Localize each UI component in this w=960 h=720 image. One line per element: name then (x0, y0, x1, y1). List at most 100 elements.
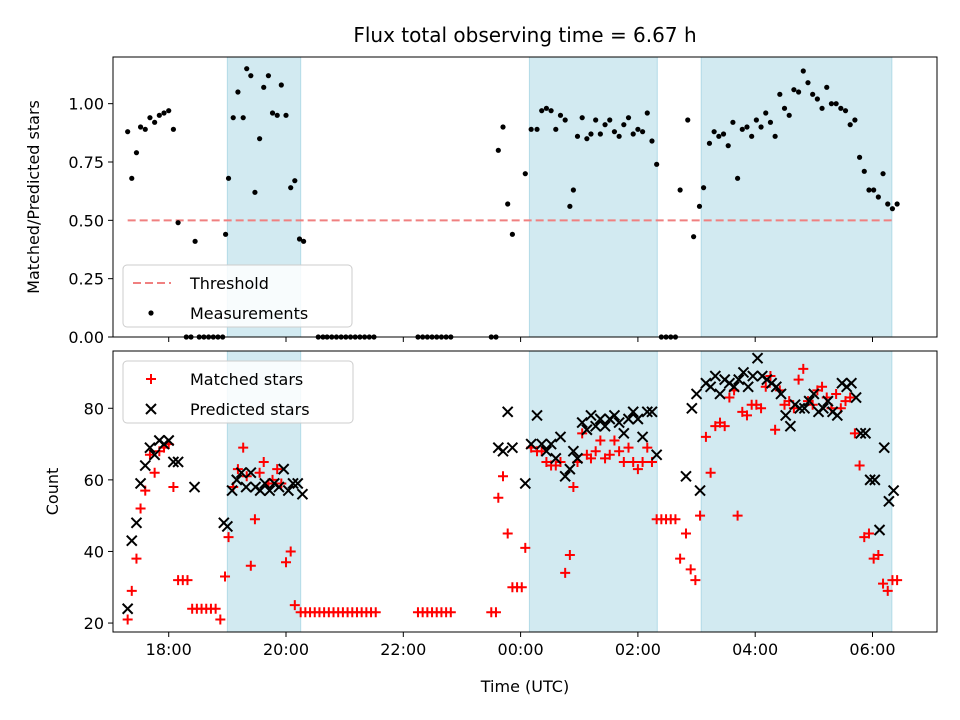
predicted-star-point (714, 388, 726, 400)
bottom-panel: 18:00 20:00 22:00 00:00 02:00 04:00 06:00 20 40 6… (43, 350, 938, 696)
matched-star-point (516, 582, 527, 593)
legend-box (122, 360, 354, 424)
matched-star-point (502, 528, 513, 539)
predicted-star-point (525, 438, 537, 450)
measurement-point (248, 73, 254, 79)
predicted-star-point (613, 416, 625, 429)
predicted-star-point (121, 603, 134, 615)
measurement-point (269, 110, 276, 116)
measurement-point (880, 171, 886, 177)
measurement-point (539, 108, 545, 114)
predicted-star-point (636, 431, 649, 443)
measurement-point (758, 124, 764, 130)
matched-star-point (520, 542, 531, 553)
matched-star-point (623, 442, 634, 453)
measurement-point (278, 82, 284, 88)
matched-star-point (135, 503, 146, 514)
measurement-point (677, 187, 683, 193)
matched-star-point (245, 560, 256, 571)
matched-star-point (849, 428, 860, 439)
measurement-point (133, 150, 140, 156)
measurement-point (509, 231, 515, 237)
measurement-point (192, 238, 198, 244)
predicted-star-point (259, 477, 271, 490)
predicted-star-point (859, 427, 872, 440)
y-tick-label: 0.00 (68, 328, 104, 347)
plot-area (121, 352, 903, 625)
predicted-star-point (878, 441, 890, 454)
matched-star-point (637, 456, 648, 467)
measurement-point (288, 185, 294, 191)
predicted-star-point (263, 484, 276, 497)
legend-box (122, 264, 353, 328)
measurement-point (828, 101, 835, 107)
predicted-star-point (704, 381, 717, 393)
measurement-point (644, 110, 650, 116)
measurement-point (734, 175, 741, 181)
shaded-span (528, 56, 658, 338)
predicted-star-point (567, 445, 580, 457)
predicted-star-point (221, 520, 234, 533)
y-axis-label: Count (43, 468, 62, 516)
matched-star-point (220, 571, 231, 582)
matched-star-point (680, 528, 691, 539)
predicted-star-point (163, 434, 175, 447)
predicted-star-point (686, 402, 698, 414)
predicted-star-point (728, 381, 740, 393)
matched-star-point (685, 564, 696, 575)
matched-star-point (590, 446, 601, 457)
predicted-star-point (618, 427, 630, 440)
shaded-span (528, 350, 658, 633)
predicted-star-point (798, 402, 811, 414)
predicted-star-point (144, 441, 156, 454)
measurement-point (744, 124, 750, 130)
measurement-point (170, 126, 177, 132)
predicted-star-point (751, 352, 764, 364)
axes-frame (112, 350, 938, 633)
measurement-point (548, 108, 554, 114)
x-tick-label: 22:00 (380, 640, 426, 659)
predicted-star-point (646, 406, 658, 418)
predicted-star-point (632, 413, 644, 425)
matched-star-point (182, 575, 193, 586)
matched-star-point (770, 424, 781, 435)
predicted-star-point (831, 409, 844, 422)
predicted-star-point (817, 402, 829, 414)
matched-star-point (817, 381, 828, 392)
x-tick-label: 18:00 (146, 640, 192, 659)
measurement-point (292, 178, 298, 184)
predicted-star-point (594, 413, 607, 425)
matched-star-point (675, 553, 686, 564)
measurement-point (763, 110, 769, 116)
measurement-point (584, 136, 590, 142)
matched-star-point (272, 464, 283, 475)
predicted-star-point (694, 484, 706, 497)
predicted-star-point (126, 535, 138, 547)
measurement-point (749, 133, 755, 139)
legend-label: Predicted stars (190, 400, 310, 419)
matched-star-point (223, 532, 234, 543)
matched-star-point (493, 492, 504, 503)
measurement-point (579, 115, 585, 121)
measurement-point (223, 231, 229, 237)
measurement-point (553, 126, 559, 132)
measurement-point (833, 101, 839, 107)
predicted-star-point (497, 445, 509, 457)
x-tick-label: 20:00 (263, 640, 309, 659)
measurement-point (654, 161, 660, 167)
predicted-star-point (822, 395, 834, 407)
predicted-star-point (134, 477, 147, 490)
measurement-point (621, 122, 627, 128)
measurement-point (800, 68, 806, 74)
matched-star-point (568, 482, 579, 493)
measurement-point (706, 140, 713, 146)
matched-star-point (732, 510, 743, 521)
axes-frame (112, 56, 938, 338)
measurement-point (842, 108, 849, 114)
matched-star-point (642, 442, 653, 453)
matched-star-point (285, 546, 296, 557)
predicted-star-point (803, 395, 815, 407)
measurement-point (152, 119, 158, 125)
predicted-star-point (245, 466, 257, 479)
predicted-star-point (589, 420, 602, 432)
